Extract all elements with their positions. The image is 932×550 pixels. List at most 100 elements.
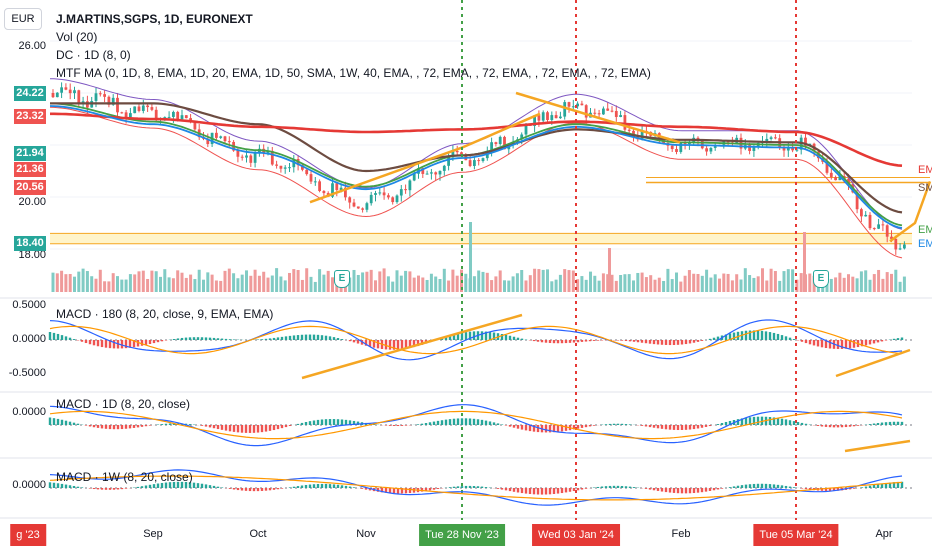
macd-1d-histogram	[356, 421, 360, 425]
macd-1w-label[interactable]: MACD · 1W (8, 20, close)	[56, 470, 193, 484]
macd-180-histogram	[328, 336, 332, 340]
volume-bar	[270, 275, 274, 292]
macd-1d-histogram	[328, 419, 332, 425]
macd-1d-histogram	[876, 422, 880, 425]
macd-180-histogram	[108, 340, 112, 349]
candle-body	[524, 124, 528, 135]
candle-body	[434, 172, 438, 175]
macd-1d-histogram	[564, 425, 568, 431]
macd-180-histogram	[224, 338, 228, 340]
macd-1d-histogram	[340, 419, 344, 425]
earnings-event-icon[interactable]: E	[334, 270, 350, 288]
study-donchian[interactable]: DC · 1D (8, 0)	[56, 48, 131, 62]
volume-bar	[636, 272, 640, 292]
macd-180-histogram	[532, 340, 536, 342]
macd-1d-histogram	[84, 425, 88, 426]
macd-1d-histogram	[780, 418, 784, 425]
macd-1w-histogram	[876, 484, 880, 488]
macd-180-histogram	[348, 340, 352, 342]
macd-1d-histogram	[116, 425, 120, 430]
macd-180-histogram	[340, 339, 344, 340]
volume-bar	[399, 275, 403, 292]
macd-1d-histogram	[500, 424, 504, 425]
macd-1w-histogram	[164, 482, 168, 488]
macd-180-label[interactable]: MACD · 180 (8, 20, close, 9, EMA, EMA)	[56, 307, 274, 321]
macd-180-histogram	[568, 340, 572, 343]
candle-body	[593, 112, 597, 114]
macd-180-histogram	[712, 337, 716, 340]
macd-1d-histogram	[688, 425, 692, 430]
macd-180-histogram	[684, 340, 688, 345]
candle-body	[894, 238, 898, 250]
earnings-event-icon[interactable]: E	[813, 270, 829, 288]
macd-1d-histogram	[284, 425, 288, 428]
volume-bar	[679, 281, 683, 292]
macd-1d-histogram	[820, 425, 824, 427]
macd-1w-histogram	[392, 488, 396, 494]
macd-1w-histogram	[344, 485, 348, 488]
macd-180-histogram	[368, 340, 372, 347]
macd-180-histogram	[296, 335, 300, 340]
candle-body	[98, 93, 102, 95]
study-mtf-ma[interactable]: MTF MA (0, 1D, 8, EMA, 1D, 20, EMA, 1D, …	[56, 66, 651, 80]
volume-bar	[133, 274, 137, 292]
candle-body	[786, 146, 790, 151]
candle-body	[189, 118, 192, 122]
volume-bar	[236, 278, 240, 292]
macd-180-histogram	[384, 340, 388, 350]
volume-bar	[589, 271, 592, 292]
volume-bar	[180, 272, 184, 292]
macd-tick: 0.5000	[12, 299, 46, 311]
macd-1w-histogram	[324, 483, 328, 488]
time-tag: Tue 28 Nov '23	[419, 524, 505, 546]
macd-1w-histogram	[56, 483, 60, 488]
macd-1d-histogram	[756, 416, 760, 425]
macd-1d-histogram	[96, 425, 100, 428]
macd-1w-histogram	[280, 488, 284, 489]
candle-body	[748, 145, 751, 151]
macd-1d-histogram	[888, 421, 892, 425]
macd-1d-histogram	[896, 421, 900, 425]
macd-180-histogram	[332, 337, 336, 340]
macd-1w-histogram	[560, 488, 564, 494]
volume-bar	[300, 279, 304, 292]
macd-1d-histogram	[88, 425, 92, 427]
macd-180-histogram	[156, 340, 160, 343]
macd-1w-histogram	[608, 485, 612, 488]
macd-1w-histogram	[676, 488, 680, 494]
macd-1w-histogram	[900, 481, 904, 488]
macd-1w-histogram	[836, 488, 840, 491]
macd-1d-histogram	[312, 420, 316, 425]
macd-1d-label[interactable]: MACD · 1D (8, 20, close)	[56, 397, 191, 411]
currency-selector[interactable]: EUR	[4, 8, 42, 30]
candle-body	[356, 206, 360, 209]
volume-bar	[85, 271, 89, 292]
macd-1d-histogram	[528, 425, 532, 432]
macd-1w-histogram	[656, 488, 660, 491]
macd-1d-histogram	[472, 418, 476, 425]
candle-body	[683, 142, 687, 145]
macd-1d-histogram	[556, 425, 560, 432]
candle-body	[872, 228, 876, 230]
volume-bar	[877, 269, 881, 292]
study-volume[interactable]: Vol (20)	[56, 30, 98, 44]
macd-180-histogram	[560, 340, 564, 344]
macd-180-histogram	[48, 332, 52, 340]
candle-body	[709, 147, 713, 152]
candle-body	[124, 112, 128, 118]
macd-1d-histogram	[508, 425, 512, 427]
macd-1d-histogram	[708, 425, 712, 427]
macd-1w-histogram	[644, 488, 648, 489]
macd-180-histogram	[180, 337, 184, 340]
macd-1w-histogram	[696, 488, 700, 493]
candle-body	[184, 115, 188, 119]
volume-bar	[894, 269, 898, 292]
macd-1w-histogram	[420, 488, 424, 492]
macd-1w-histogram	[260, 488, 264, 491]
candle-body	[245, 155, 248, 158]
candle-body	[141, 105, 145, 111]
volume-bar	[700, 275, 704, 292]
macd-180-histogram	[392, 340, 396, 350]
volume-bar	[842, 277, 846, 292]
